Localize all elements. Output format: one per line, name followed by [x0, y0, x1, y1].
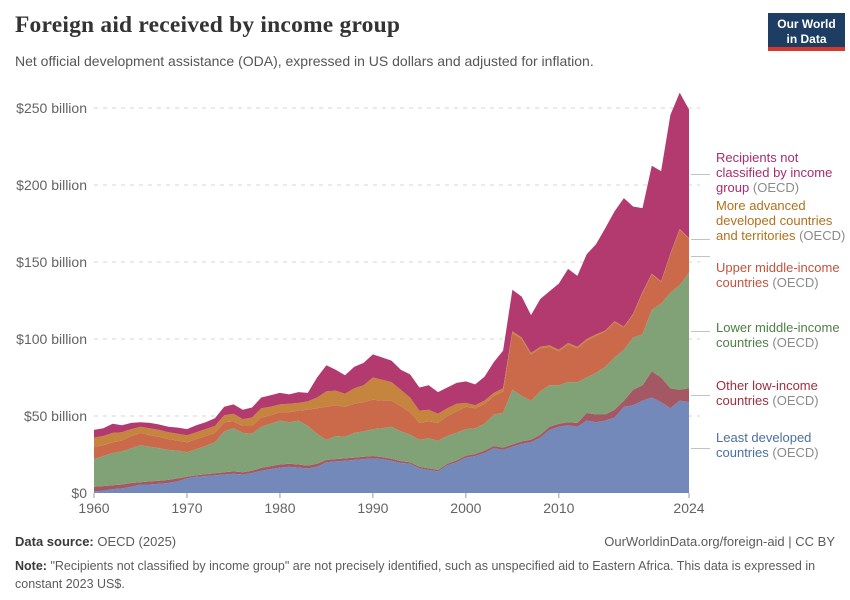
- y-axis-label: $200 billion: [16, 177, 87, 193]
- note-text: "Recipients not classified by income gro…: [15, 559, 816, 592]
- legend-item-lower-middle-income-countries[interactable]: Lower middle-income countries (OECD): [716, 320, 848, 350]
- legend-item-other-low-income-countries[interactable]: Other low-income countries (OECD): [716, 378, 848, 408]
- legend-item-more-advanced-developed-countries-and-territories[interactable]: More advanced developed countries and te…: [716, 198, 848, 243]
- note-label: Note:: [15, 559, 47, 573]
- legend-label: Recipients not classified by income grou…: [716, 150, 833, 196]
- y-axis-label: $50 billion: [23, 408, 87, 424]
- owid-logo-accent-bar: [768, 47, 845, 51]
- x-axis-label: 2000: [450, 500, 482, 516]
- y-axis-label: $0: [71, 485, 87, 501]
- chart-subtitle: Net official development assistance (ODA…: [15, 53, 594, 69]
- x-axis-label: 1990: [357, 500, 389, 516]
- x-axis-label: 2024: [673, 500, 705, 516]
- legend-suffix: (OECD): [772, 335, 819, 351]
- footer-note: Note: "Recipients not classified by inco…: [15, 557, 821, 593]
- legend-leader-line: [691, 447, 710, 449]
- legend-label: Upper middle-income countries: [716, 260, 840, 291]
- legend-leader-line: [691, 330, 710, 332]
- owid-logo-line1: Our World: [777, 17, 836, 32]
- legend-leader-line: [691, 238, 710, 240]
- legend-suffix: (OECD): [772, 445, 819, 461]
- y-axis-label: $150 billion: [16, 254, 87, 270]
- x-axis-label: 1960: [78, 500, 110, 516]
- page-title: Foreign aid received by income group: [15, 12, 401, 38]
- owid-logo-line2: in Data: [786, 32, 827, 46]
- y-axis-label: $100 billion: [16, 331, 87, 347]
- data-source-label: Data source:: [15, 534, 94, 549]
- legend-leader-line: [691, 255, 710, 257]
- legend-suffix: (OECD): [752, 180, 800, 196]
- data-source-value: OECD (2025): [97, 534, 177, 549]
- area-upper-middle-income-countries: [94, 229, 689, 460]
- area-lower-middle-income-countries: [94, 272, 689, 487]
- legend-label: Least developed countries: [716, 430, 812, 461]
- legend-leader-line: [691, 395, 710, 397]
- x-axis-label: 1980: [264, 500, 296, 516]
- legend-suffix: (OECD): [799, 228, 846, 244]
- x-axis-label: 1970: [171, 500, 203, 516]
- legend-label: More advanced developed countries and te…: [716, 198, 833, 244]
- y-axis-label: $250 billion: [16, 100, 87, 116]
- footer-source-row: Data source: OECD (2025) OurWorldinData.…: [15, 534, 835, 549]
- owid-logo[interactable]: Our World in Data: [768, 13, 845, 51]
- legend-item-upper-middle-income-countries[interactable]: Upper middle-income countries (OECD): [716, 260, 848, 290]
- legend-label: Other low-income countries: [716, 378, 818, 409]
- area-recipients-not-classified-by-income-group: [94, 92, 689, 438]
- legend-leader-line: [691, 173, 710, 175]
- legend-item-least-developed-countries[interactable]: Least developed countries (OECD): [716, 430, 848, 460]
- area-least-developed-countries: [94, 397, 689, 493]
- legend-label: Lower middle-income countries: [716, 320, 840, 351]
- citation-link[interactable]: OurWorldinData.org/foreign-aid | CC BY: [604, 534, 835, 549]
- x-axis-label: 2010: [543, 500, 575, 516]
- legend-item-recipients-not-classified-by-income-group[interactable]: Recipients not classified by income grou…: [716, 150, 848, 195]
- legend-suffix: (OECD): [772, 393, 819, 409]
- legend-suffix: (OECD): [772, 275, 819, 291]
